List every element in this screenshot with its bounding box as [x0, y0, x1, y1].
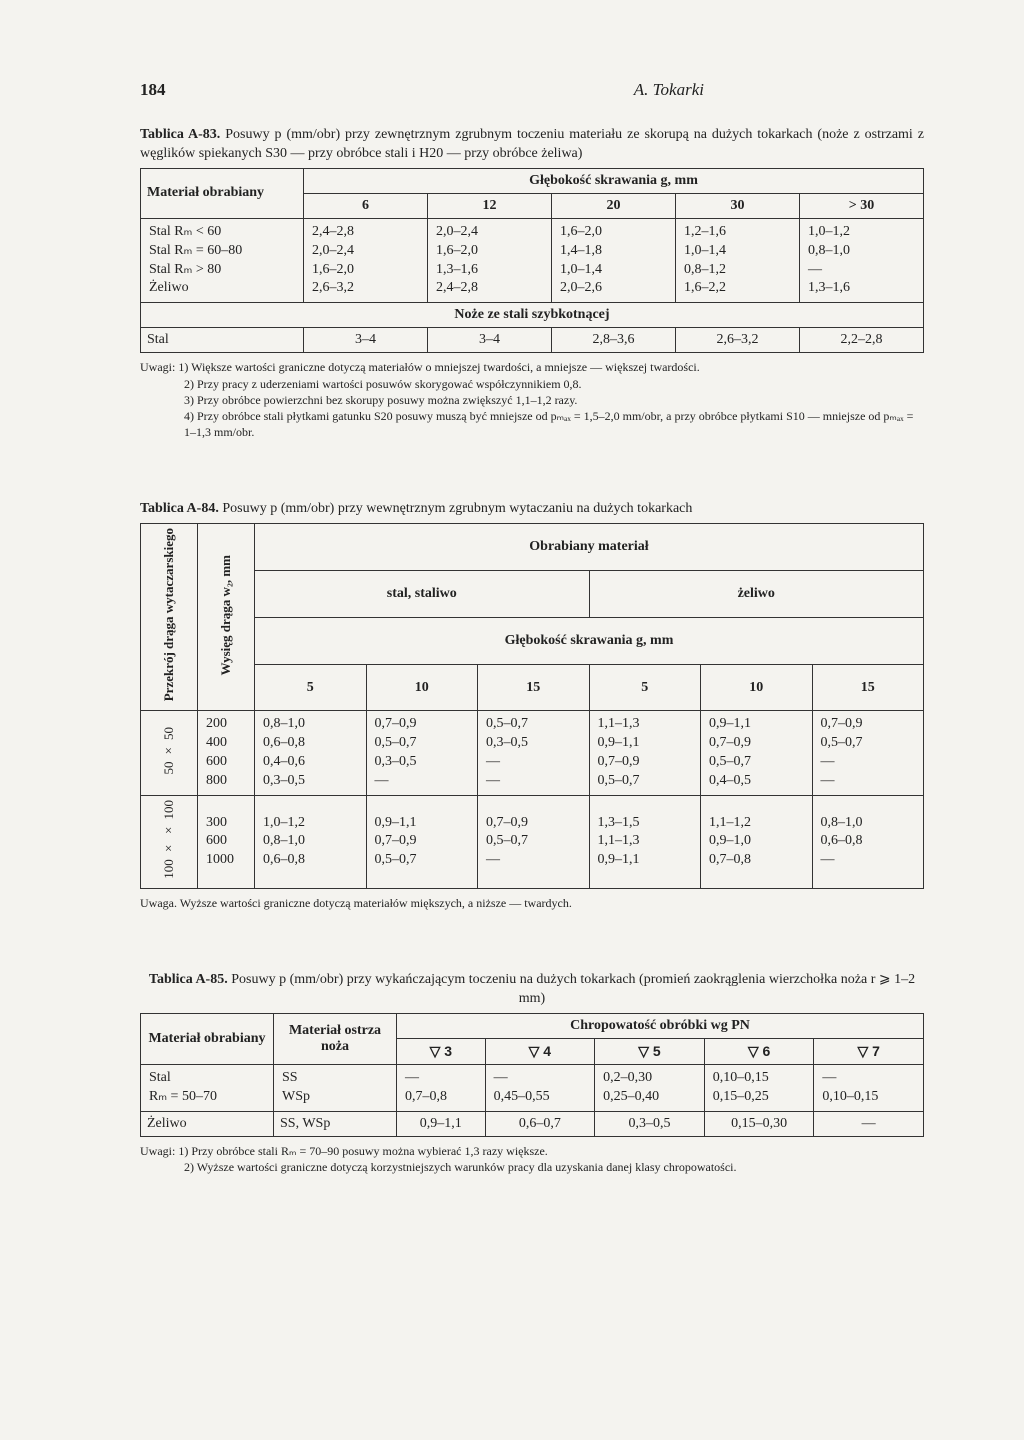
cell: 2,0–2,41,6–2,01,3–1,62,4–2,8 [428, 218, 552, 303]
col-vert-1: Przekrój drąga wytaczarskiego [161, 528, 177, 701]
col: 10 [366, 664, 478, 711]
col-vert-2: Wysięg drąga w₂, mm [218, 555, 234, 675]
cell: 0,10–0,15 0,15–0,25 [704, 1064, 814, 1111]
cell: 1,0–1,20,8–1,00,6–0,8 [255, 796, 367, 889]
depth-header: Głębokość skrawania g, mm [304, 168, 924, 193]
cell: 0,5–0,70,3–0,5—— [478, 711, 590, 796]
cell: — [814, 1111, 924, 1136]
cell: — 0,45–0,55 [485, 1064, 595, 1111]
row-label: Stal [141, 328, 304, 353]
cell: 1,3–1,51,1–1,30,9–1,1 [589, 796, 701, 889]
cell: 0,15–0,30 [704, 1111, 814, 1136]
cell: 0,2–0,30 0,25–0,40 [595, 1064, 705, 1111]
col: 5 [589, 664, 701, 711]
cell: 0,6–0,7 [485, 1111, 595, 1136]
col: 5 [255, 664, 367, 711]
table-a84: Przekrój drąga wytaczarskiego Wysięg drą… [140, 523, 924, 889]
cell: 3–4 [304, 328, 428, 353]
grade-col: ▽ 4 [485, 1038, 595, 1064]
grade-col: ▽ 5 [595, 1038, 705, 1064]
table-a83-caption: Tablica A-83. Posuwy p (mm/obr) przy zew… [140, 126, 924, 164]
group2-label: 100 × × 100 [161, 800, 177, 879]
cell: 3–4 [428, 328, 552, 353]
grade-col: ▽ 3 [397, 1038, 486, 1064]
cell: — 0,7–0,8 [397, 1064, 486, 1111]
cell: 1,1–1,30,9–1,10,7–0,90,5–0,7 [589, 711, 701, 796]
row-labels: Stal Rₘ < 60 Stal Rₘ = 60–80 Stal Rₘ > 8… [141, 218, 304, 303]
cell: 1,0–1,20,8–1,0—1,3–1,6 [800, 218, 924, 303]
table-a85-notes: Uwagi: 1) Przy obróbce stali Rₘ = 70–90 … [140, 1143, 924, 1175]
mid-header: Noże ze stali szybkotnącej [141, 303, 924, 328]
grade-col: ▽ 6 [704, 1038, 814, 1064]
grade-col: ▽ 7 [814, 1038, 924, 1064]
group1-label: 50 × 50 [161, 727, 177, 775]
cell: 1,2–1,61,0–1,40,8–1,21,6–2,2 [676, 218, 800, 303]
col-material: Materiał obrabiany [141, 168, 304, 218]
cell: 0,8–1,00,6–0,80,4–0,60,3–0,5 [255, 711, 367, 796]
cell: 2,8–3,6 [552, 328, 676, 353]
cell: 1,1–1,20,9–1,00,7–0,8 [701, 796, 813, 889]
table-a83: Materiał obrabiany Głębokość skrawania g… [140, 168, 924, 354]
depth-col: 6 [304, 193, 428, 218]
cell: 0,9–1,10,7–0,90,5–0,7 [366, 796, 478, 889]
w-col: 200400600800 [198, 711, 255, 796]
sub-left: stal, staliwo [255, 570, 590, 617]
sub-right: żeliwo [589, 570, 924, 617]
page-heading: A. Tokarki [634, 80, 924, 100]
col: 15 [478, 664, 590, 711]
cell: 0,9–1,10,7–0,90,5–0,70,4–0,5 [701, 711, 813, 796]
row1-c2: SS WSp [274, 1064, 397, 1111]
mat-header: Obrabiany materiał [255, 524, 924, 571]
depth-col: > 30 [800, 193, 924, 218]
cell: 0,9–1,1 [397, 1111, 486, 1136]
w-col: 3006001000 [198, 796, 255, 889]
cell: 1,6–2,01,4–1,81,0–1,42,0–2,6 [552, 218, 676, 303]
col2: Materiał ostrza noża [274, 1013, 397, 1064]
cell: 0,3–0,5 [595, 1111, 705, 1136]
cell: 2,2–2,8 [800, 328, 924, 353]
page-number: 184 [140, 80, 166, 100]
table-a84-caption: Tablica A-84. Posuwy p (mm/obr) przy wew… [140, 500, 924, 519]
row2-c1: Żeliwo [141, 1111, 274, 1136]
cell: 2,4–2,82,0–2,41,6–2,02,6–3,2 [304, 218, 428, 303]
depth-header: Głębokość skrawania g, mm [255, 617, 924, 664]
row1-c1: Stal Rₘ = 50–70 [141, 1064, 274, 1111]
cell: 0,7–0,90,5–0,7—— [812, 711, 924, 796]
cell: 0,7–0,90,5–0,7— [478, 796, 590, 889]
cell: 0,7–0,90,5–0,70,3–0,5— [366, 711, 478, 796]
depth-col: 20 [552, 193, 676, 218]
table-a85-caption: Tablica A-85. Posuwy p (mm/obr) przy wyk… [140, 971, 924, 1009]
row2-c2: SS, WSp [274, 1111, 397, 1136]
header-right: Chropowatość obróbki wg PN [397, 1013, 924, 1038]
table-a85: Materiał obrabiany Materiał ostrza noża … [140, 1013, 924, 1137]
table-a84-note: Uwaga. Wyższe wartości graniczne dotyczą… [140, 895, 924, 911]
cell: — 0,10–0,15 [814, 1064, 924, 1111]
depth-col: 12 [428, 193, 552, 218]
col: 15 [812, 664, 924, 711]
cell: 0,8–1,00,6–0,8— [812, 796, 924, 889]
col: 10 [701, 664, 813, 711]
table-a83-notes: Uwagi: 1) Większe wartości graniczne dot… [140, 359, 924, 440]
depth-col: 30 [676, 193, 800, 218]
cell: 2,6–3,2 [676, 328, 800, 353]
col1: Materiał obrabiany [141, 1013, 274, 1064]
